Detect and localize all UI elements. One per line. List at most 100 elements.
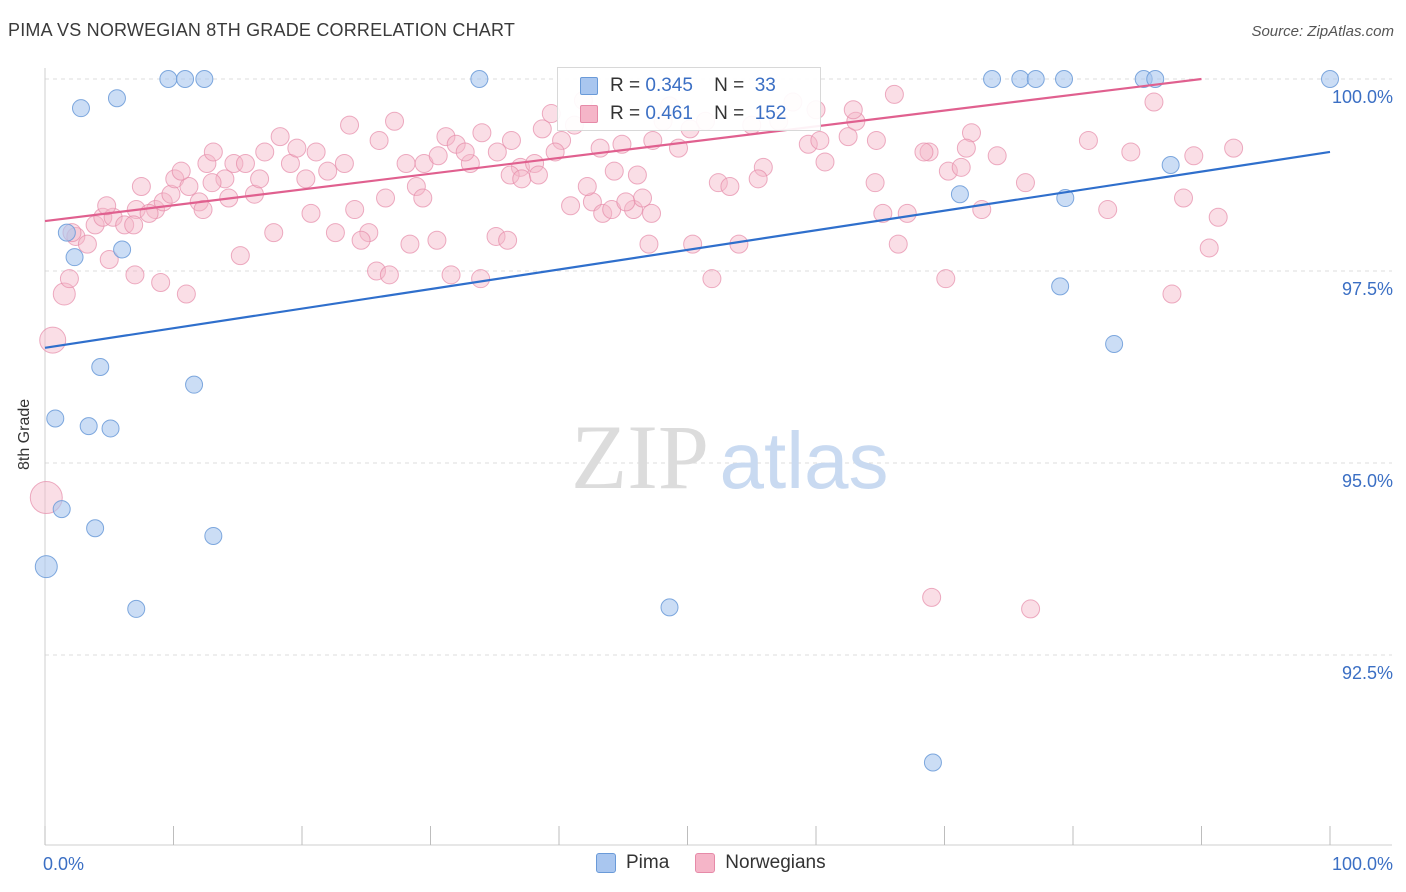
norwegians-point xyxy=(914,142,934,162)
norwegians-point xyxy=(532,119,552,139)
norwegians-point xyxy=(235,153,255,173)
norwegians-point xyxy=(472,123,492,143)
norwegians-point xyxy=(987,146,1007,166)
pima-point xyxy=(34,555,58,579)
pima-n-value: 33 xyxy=(754,75,776,96)
norwegians-swatch xyxy=(580,105,598,123)
chart-source: Source: ZipAtlas.com xyxy=(1251,23,1394,40)
norwegians-point xyxy=(287,138,307,158)
norwegians-point xyxy=(230,246,250,266)
norwegians-point xyxy=(255,142,275,162)
pima-trend-line xyxy=(44,150,1331,349)
label-layer: 92.5% 95.0% 97.5% 100.0% 0.0% 100.0% xyxy=(43,87,1393,874)
norwegians-point xyxy=(334,153,354,173)
norwegians-point xyxy=(379,265,399,285)
norwegians-point xyxy=(748,169,768,189)
norwegians-point xyxy=(843,100,863,120)
norwegians-point xyxy=(99,249,119,269)
norwegians-point xyxy=(838,127,858,147)
pima-point xyxy=(950,185,969,204)
legend-item-pima[interactable]: Pima xyxy=(596,852,669,874)
norwegians-point xyxy=(616,192,636,212)
norwegians-point xyxy=(351,230,371,250)
pima-point xyxy=(101,419,120,438)
pima-r-value: 0.345 xyxy=(645,75,693,96)
norwegians-point xyxy=(400,234,420,254)
norwegians-point xyxy=(406,177,426,197)
norwegians-point xyxy=(224,153,244,173)
norwegians-point xyxy=(413,188,433,208)
norwegians-point xyxy=(325,223,345,243)
x-tick-label-min: 0.0% xyxy=(43,854,84,874)
pima-r-label: R = xyxy=(610,75,641,96)
norwegians-point xyxy=(552,130,572,150)
pima-point xyxy=(983,70,1002,88)
norwegians-point xyxy=(306,142,326,162)
pima-point xyxy=(660,598,679,617)
legend-norwegians-swatch xyxy=(695,853,716,873)
norwegians-point xyxy=(250,169,270,189)
norwegians-point xyxy=(124,215,144,235)
norwegians-point xyxy=(1015,173,1035,193)
norwegians-point xyxy=(369,130,389,150)
norwegians-point xyxy=(642,203,662,223)
norwegians-point xyxy=(179,177,199,197)
pima-point xyxy=(159,70,178,88)
norwegians-point xyxy=(97,196,117,216)
pima-point xyxy=(57,223,76,242)
pima-point xyxy=(185,375,204,394)
pima-point xyxy=(1321,70,1339,88)
norwegians-point xyxy=(176,284,196,304)
norwegians-point xyxy=(486,226,506,246)
norwegians-point xyxy=(1098,200,1118,220)
norwegians-point xyxy=(702,269,722,289)
norwegians-point xyxy=(77,234,97,254)
norwegians-point xyxy=(561,196,581,216)
y-tick-label: 95.0% xyxy=(1342,471,1393,491)
norwegians-point xyxy=(455,142,475,162)
norwegians-n-label: N = xyxy=(714,103,745,124)
norwegians-point xyxy=(919,142,939,162)
norwegians-point xyxy=(340,115,360,135)
norwegians-point xyxy=(498,230,518,250)
watermark-atlas: atlas xyxy=(720,416,889,505)
norwegians-point xyxy=(396,153,416,173)
pima-point xyxy=(46,409,65,428)
pima-point xyxy=(1055,70,1074,88)
pima-point xyxy=(65,248,84,267)
norwegians-point xyxy=(753,157,773,177)
norwegians-point xyxy=(131,177,151,197)
norwegians-point xyxy=(512,169,532,189)
axis-layer xyxy=(44,68,1392,846)
norwegians-point xyxy=(639,234,659,254)
norwegians-point xyxy=(888,234,908,254)
pima-point xyxy=(79,417,98,436)
norwegians-r-value: 0.461 xyxy=(645,103,693,124)
norwegians-point xyxy=(951,157,971,177)
legend-pima-swatch xyxy=(596,853,616,873)
norwegians-point xyxy=(1144,92,1164,112)
norwegians-point xyxy=(627,165,647,185)
norwegians-point xyxy=(545,142,565,162)
y-tick-label: 92.5% xyxy=(1342,663,1393,683)
pima-point xyxy=(176,70,195,88)
norwegians-point xyxy=(720,177,740,197)
norwegians-point xyxy=(427,230,447,250)
points-layer xyxy=(29,70,1339,772)
pima-point xyxy=(91,358,110,376)
norwegians-point xyxy=(270,127,290,147)
pima-point xyxy=(1026,70,1045,88)
norwegians-point xyxy=(359,223,379,243)
norwegians-point xyxy=(938,161,958,181)
norwegians-point xyxy=(922,587,942,607)
norwegians-point xyxy=(39,326,67,354)
pima-point xyxy=(86,519,105,538)
norwegians-point xyxy=(1174,188,1194,208)
legend-item-norwegians[interactable]: Norwegians xyxy=(695,852,826,874)
pima-point xyxy=(470,70,489,88)
norwegians-point xyxy=(525,153,545,173)
norwegians-point xyxy=(203,142,223,162)
stats-legend-row-norwegians: R = 0.461 N = 152 xyxy=(580,101,786,127)
norwegians-point xyxy=(815,152,835,172)
